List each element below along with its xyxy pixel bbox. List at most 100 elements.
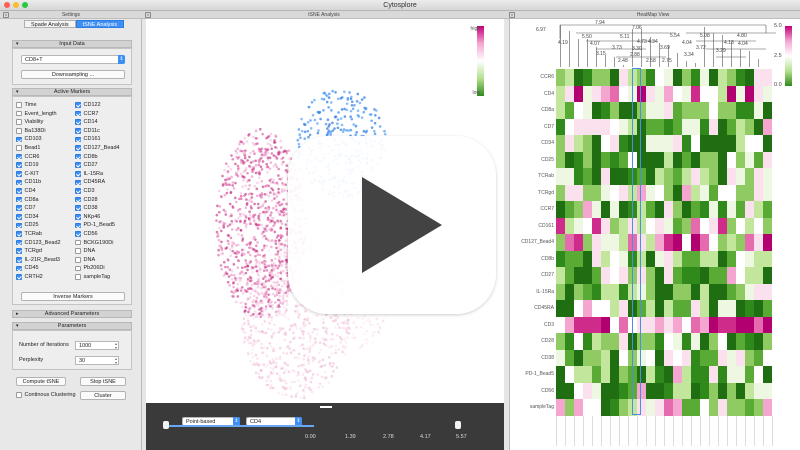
heatmap-cell[interactable] — [691, 102, 700, 119]
checkbox-icon[interactable] — [16, 274, 22, 280]
heatmap-cell[interactable] — [745, 118, 754, 135]
heatmap-cell[interactable] — [655, 283, 664, 300]
heatmap-cell[interactable] — [745, 151, 754, 168]
heatmap-cell[interactable] — [691, 300, 700, 317]
heatmap-cell[interactable] — [583, 69, 592, 86]
heatmap-cell[interactable] — [655, 168, 664, 185]
heatmap-cell[interactable] — [709, 85, 718, 102]
heatmap-cell[interactable] — [700, 283, 709, 300]
heatmap-cell[interactable] — [619, 283, 628, 300]
heatmap-cell[interactable] — [610, 151, 619, 168]
heatmap-cell[interactable] — [709, 366, 718, 383]
heatmap-cell[interactable] — [673, 234, 682, 251]
heatmap-cell[interactable] — [646, 217, 655, 234]
heatmap-cell[interactable] — [682, 349, 691, 366]
heatmap-cell[interactable] — [673, 69, 682, 86]
heatmap-cell[interactable] — [655, 118, 664, 135]
close-panel-icon[interactable]: × — [509, 12, 515, 18]
heatmap-cell[interactable] — [565, 300, 574, 317]
heatmap-cell[interactable] — [610, 267, 619, 284]
heatmap-cell[interactable] — [610, 382, 619, 399]
cluster-button[interactable]: Cluster — [80, 391, 126, 400]
heatmap-cell[interactable] — [619, 135, 628, 152]
heatmap-cell[interactable] — [682, 316, 691, 333]
tab-tsne-analysis[interactable]: tSNE Analysis — [75, 20, 125, 28]
heatmap-cell[interactable] — [583, 349, 592, 366]
heatmap-cell[interactable] — [646, 250, 655, 267]
heatmap-cell[interactable] — [655, 234, 664, 251]
heatmap-cell[interactable] — [682, 201, 691, 218]
heatmap-cell[interactable] — [682, 250, 691, 267]
heatmap-cell[interactable] — [754, 283, 763, 300]
checkbox-icon[interactable] — [16, 136, 22, 143]
heatmap-cell[interactable] — [700, 316, 709, 333]
heatmap-cell[interactable] — [736, 333, 745, 350]
heatmap-cell[interactable] — [610, 217, 619, 234]
heatmap-cell[interactable] — [565, 102, 574, 119]
heatmap-cell[interactable] — [709, 102, 718, 119]
heatmap-cell[interactable] — [700, 151, 709, 168]
heatmap-cell[interactable] — [556, 234, 565, 251]
heatmap-cell[interactable] — [718, 201, 727, 218]
tab-spade-analysis[interactable]: Spade Analysis — [24, 20, 76, 28]
continuous-clustering-checkbox[interactable]: Continous Clustering — [16, 391, 76, 399]
heatmap-cell[interactable] — [592, 283, 601, 300]
heatmap-cell[interactable] — [682, 382, 691, 399]
checkbox-icon[interactable] — [75, 248, 81, 254]
heatmap-cell[interactable] — [610, 168, 619, 185]
heatmap-cell[interactable] — [619, 300, 628, 317]
heatmap-cell[interactable] — [682, 85, 691, 102]
heatmap-cell[interactable] — [763, 366, 772, 383]
heatmap-cell[interactable] — [619, 102, 628, 119]
heatmap-cell[interactable] — [583, 399, 592, 416]
heatmap-cell[interactable] — [601, 234, 610, 251]
heatmap-cell[interactable] — [592, 118, 601, 135]
heatmap-cell[interactable] — [718, 184, 727, 201]
heatmap-cell[interactable] — [556, 168, 565, 185]
advanced-parameters-section-header[interactable]: ▸ Advanced Parameters — [12, 310, 132, 318]
checkbox-icon[interactable] — [16, 196, 22, 203]
heatmap-cell[interactable] — [736, 85, 745, 102]
heatmap-cell[interactable] — [583, 184, 592, 201]
heatmap-cell[interactable] — [745, 316, 754, 333]
marker-checkbox[interactable]: CD11c — [75, 127, 100, 135]
heatmap-cell[interactable] — [763, 217, 772, 234]
heatmap-cell[interactable] — [565, 234, 574, 251]
heatmap-cell[interactable] — [655, 300, 664, 317]
heatmap-cell[interactable] — [619, 168, 628, 185]
heatmap-cell[interactable] — [754, 399, 763, 416]
marker-checkbox[interactable]: CD19 — [16, 161, 39, 169]
heatmap-cell[interactable] — [556, 349, 565, 366]
heatmap-cell[interactable] — [592, 250, 601, 267]
heatmap-cell[interactable] — [637, 333, 646, 350]
heatmap-cell[interactable] — [601, 102, 610, 119]
heatmap-cell[interactable] — [574, 250, 583, 267]
heatmap-cell[interactable] — [682, 168, 691, 185]
heatmap-cell[interactable] — [700, 349, 709, 366]
stop-tsne-button[interactable]: Stop tSNE — [80, 377, 126, 386]
heatmap-cell[interactable] — [556, 102, 565, 119]
heatmap-cell[interactable] — [664, 69, 673, 86]
heatmap-cell[interactable] — [736, 151, 745, 168]
heatmap-cell[interactable] — [727, 184, 736, 201]
heatmap-cell[interactable] — [763, 201, 772, 218]
checkbox-icon[interactable] — [16, 110, 22, 117]
checkbox-icon[interactable] — [16, 119, 22, 125]
heatmap-cell[interactable] — [700, 135, 709, 152]
heatmap-cell[interactable] — [682, 69, 691, 86]
heatmap-cell[interactable] — [691, 151, 700, 168]
heatmap-cell[interactable] — [592, 267, 601, 284]
heatmap-cell[interactable] — [574, 382, 583, 399]
heatmap-cell[interactable] — [691, 234, 700, 251]
heatmap-cell[interactable] — [592, 69, 601, 86]
heatmap-cell[interactable] — [583, 283, 592, 300]
stepper-icon[interactable]: ▴ ▾ — [114, 341, 117, 350]
active-markers-section-header[interactable]: ▾ Active Markers — [12, 88, 132, 96]
heatmap-cell[interactable] — [601, 118, 610, 135]
heatmap-cell[interactable] — [763, 333, 772, 350]
checkbox-icon[interactable] — [16, 214, 22, 220]
heatmap-cell[interactable] — [727, 135, 736, 152]
heatmap-cell[interactable] — [718, 399, 727, 416]
heatmap-cell[interactable] — [601, 399, 610, 416]
marker-checkbox[interactable]: CD3 — [75, 187, 95, 195]
